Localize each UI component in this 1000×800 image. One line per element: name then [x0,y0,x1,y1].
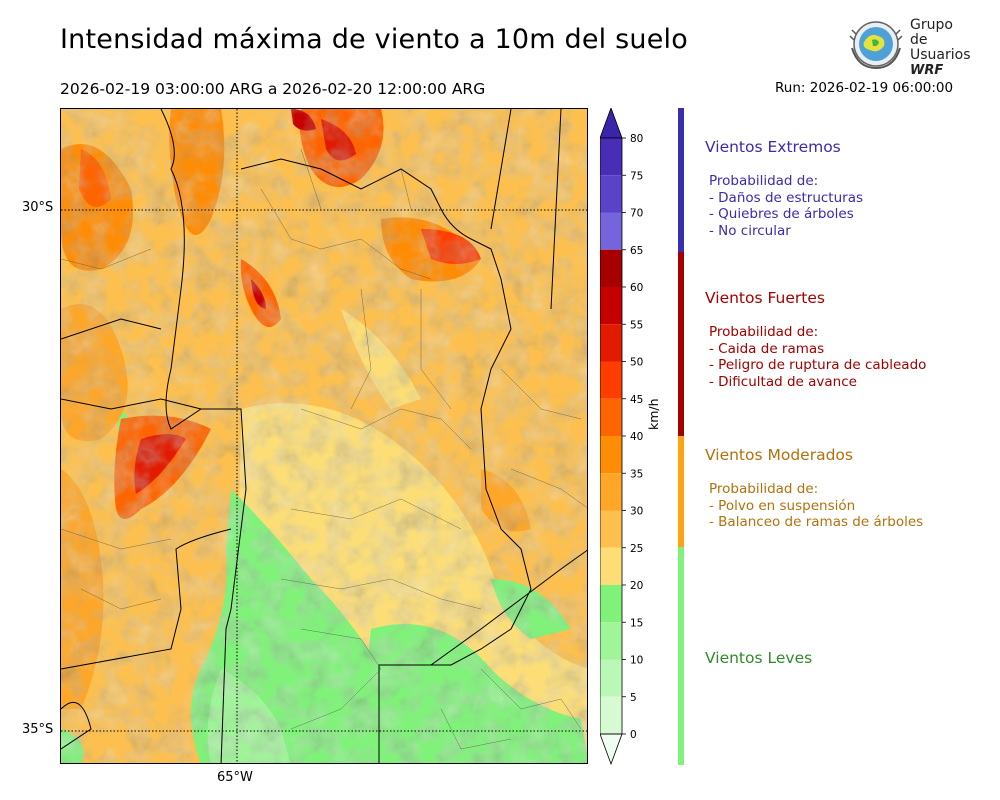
legend-category-title: Vientos Extremos [705,138,841,156]
lat-label-30s: 30°S [22,200,54,215]
colorbar-tick-label: 15 [630,617,643,629]
wind-field-svg [61,109,587,763]
colorbar: 0 5 10 15 20 25 30 35 40 45 50 55 60 65 70 75 80 [600,108,643,766]
run-time: Run: 2026-02-19 06:00:00 [775,80,954,96]
colorbar-segment [600,398,622,436]
colorbar-tick-label: 40 [630,431,643,443]
colorbar-tick-label: 30 [630,506,643,518]
colorbar-segment [600,138,622,176]
colorbar-tick-label: 0 [630,729,637,741]
colorbar-under-extension [600,733,623,766]
colorbar-ticks: 0 5 10 15 20 25 30 35 40 45 50 55 60 65 70 75 80 [622,133,643,741]
colorbar-segment [600,287,622,325]
colorbar-tick-label: 55 [630,319,643,331]
legend-category-title: Vientos Fuertes [705,289,825,307]
legend-category: Vientos Extremos Probabilidad de: - Daños … [705,138,863,239]
legend-description-line: - Caida de ramas [709,340,825,357]
legend-color-bar [678,108,684,252]
colorbar-segment [600,696,622,734]
lon-label-65w: 65°W [217,770,253,785]
colorbar-tick-label: 10 [630,655,643,667]
colorbar-segment [600,547,622,585]
colorbar-segment [600,622,622,660]
colorbar-segment [600,510,622,548]
wrf-logo: Grupo de Usuarios WRF [848,17,971,78]
legend-description-line: - Dificultad de avance [709,373,857,390]
colorbar-tick-label: 75 [630,170,643,182]
colorbar-tick-label: 60 [630,282,643,294]
colorbar-tick-label: 20 [630,580,643,592]
colorbar-segments [600,108,623,766]
colorbar-tick-label: 45 [630,394,643,406]
colorbar-segment [600,473,622,511]
legend-description-line: - Daños de estructuras [709,189,864,206]
colorbar-segment [600,249,622,287]
colorbar-tick-label: 50 [630,357,643,369]
legend-description-line: - Balanceo de ramas de árboles [709,514,924,530]
country-borders [61,109,587,763]
map-title: Intensidad máxima de viento a 10m del su… [60,24,688,55]
legend-category: Vientos Moderados Probabilidad de: - Polvo… [705,446,923,531]
colorbar-segment [600,436,622,474]
colorbar-tick-label: 25 [630,543,643,555]
legend-category: Vientos Leves [705,649,812,667]
legend-description-line: Probabilidad de: [709,173,819,189]
logo-line-3: WRF [910,63,944,78]
colorbar-segment [600,212,622,250]
texture-overlay [61,109,587,763]
legend-category-description: Probabilidad de: - Caida de ramas - Peligr… [709,324,926,390]
colorbar-tick-label: 5 [630,692,637,704]
wind-map [60,108,588,764]
colorbar-over-extension [600,108,623,139]
colorbar-segment [600,659,622,697]
legend-color-bar [678,547,684,765]
colorbar-segment [600,361,622,399]
legend-description-line: - Polvo en suspensión [709,497,856,514]
colorbar-tick-label: 35 [630,468,643,480]
colorbar-unit: km/h [646,398,661,430]
logo-line-2: Usuarios [910,47,971,63]
legend-description-line: Probabilidad de: [709,481,819,497]
graticule [61,109,587,763]
legend-category-title: Vientos Moderados [705,446,853,464]
colorbar-tick-label: 80 [630,133,643,145]
colorbar-segment [600,585,622,623]
legend-color-bar [678,436,684,547]
legend-category-title: Vientos Leves [705,649,813,667]
globe-logo-icon [849,21,903,70]
colorbar-segment [600,175,622,213]
legend-category-description: Probabilidad de: - Daños de estructuras - … [709,173,863,239]
legend-description-line: - No circular [709,222,791,239]
colorbar-tick-label: 70 [630,208,643,220]
legend-color-bar [678,252,684,436]
forecast-period: 2026-02-19 03:00:00 ARG a 2026-02-20 12:… [60,80,486,98]
colorbar-segment [600,324,622,362]
legend-description-line: Probabilidad de: [709,324,819,340]
legend-description-line: - Peligro de ruptura de cableado [709,357,927,373]
legend-description-line: - Quiebres de árboles [709,206,854,222]
logo-line-1: Grupo de [910,17,953,48]
colorbar-tick-label: 65 [630,245,643,257]
legend-category: Vientos Fuertes Probabilidad de: - Caida d… [705,289,926,390]
lat-label-35s: 35°S [22,722,54,737]
legend-category-description: Probabilidad de: - Polvo en suspensión - B… [709,481,923,531]
department-borders [61,148,587,750]
